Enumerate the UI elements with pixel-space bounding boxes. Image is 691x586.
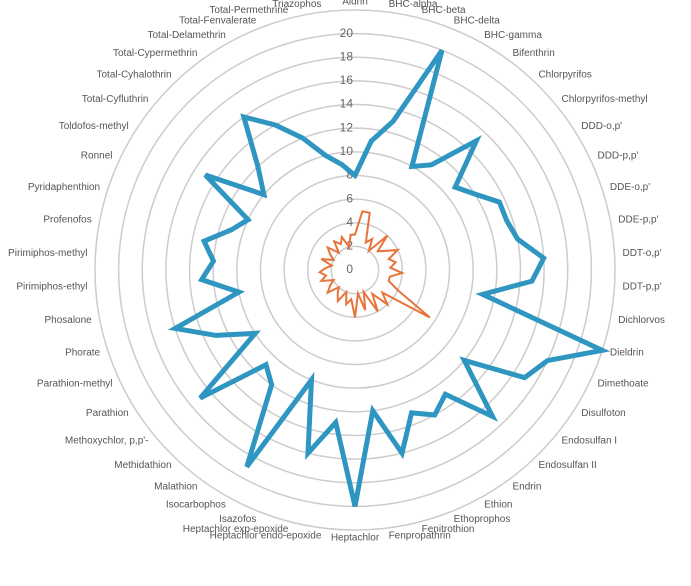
category-label: Pirimiphos-ethyl: [16, 281, 87, 292]
category-label: Heptachlor endo-epoxide: [210, 531, 322, 542]
y-tick-label: 10: [340, 144, 354, 158]
grid-ring: [283, 198, 427, 342]
grid-ring: [188, 103, 522, 437]
grid-ring: [141, 56, 569, 484]
category-label: Pyridaphenthion: [28, 182, 100, 193]
category-label: Aldrin: [342, 0, 368, 8]
category-label: Bifenthrin: [513, 48, 555, 59]
y-tick-label: 12: [340, 120, 354, 134]
grid-ring: [165, 80, 545, 460]
category-label: Phosalone: [44, 315, 92, 326]
category-label: Heptachlor: [331, 533, 380, 544]
category-label: DDT-o,p': [622, 248, 661, 259]
category-label: Malathion: [154, 481, 197, 492]
category-label: Fenitrothion: [422, 524, 475, 535]
y-tick-label: 0: [346, 262, 353, 276]
y-tick-label: 20: [340, 26, 354, 40]
category-label: Dichlorvos: [618, 315, 665, 326]
category-label: Methoxychlor, p,p'-: [65, 435, 149, 446]
category-label: Methidathion: [114, 460, 171, 471]
y-tick-label: 4: [346, 215, 353, 229]
category-label: Dimethoate: [597, 379, 649, 390]
y-tick-label: 8: [346, 168, 353, 182]
category-label: Profenofos: [43, 214, 91, 225]
category-label: Parathion: [86, 408, 129, 419]
category-label: BHC-delta: [454, 15, 501, 26]
category-label: Total-Cyfluthrin: [82, 94, 149, 105]
grid-ring: [259, 174, 451, 366]
category-label: BHC-gamma: [484, 30, 542, 41]
category-label: Total-Fenvalerate: [179, 15, 257, 26]
category-label: Isazofos: [219, 514, 256, 525]
category-label: Endosulfan I: [561, 435, 617, 446]
category-label: Chlorpyrifos-methyl: [561, 94, 647, 105]
category-label: DDT-p,p': [622, 281, 661, 292]
category-label: DDE-o,p': [610, 182, 650, 193]
category-label: Triazophos: [272, 0, 321, 10]
category-label: Total-Permethrine: [209, 5, 288, 16]
y-tick-label: 14: [340, 97, 354, 111]
category-label: DDD-o,p': [581, 121, 622, 132]
category-label: Total-Delamethrin: [148, 30, 226, 41]
grid-ring: [212, 127, 498, 413]
category-label: Isocarbophos: [166, 499, 226, 510]
category-label: Total-Cyhalothrin: [96, 69, 171, 80]
series-line: [167, 48, 611, 507]
category-label: Total-Cypermethrin: [113, 48, 197, 59]
y-tick-label: 16: [340, 73, 354, 87]
category-label: Parathion-methyl: [37, 379, 113, 390]
grid-ring: [236, 151, 474, 389]
category-label: Endosulfan II: [538, 460, 596, 471]
grid-ring: [330, 245, 380, 295]
category-label: Ethion: [484, 499, 512, 510]
category-label: Disulfoton: [581, 408, 625, 419]
category-label: Endrin: [513, 481, 542, 492]
y-tick-label: 6: [346, 191, 353, 205]
category-label: Dieldrin: [610, 347, 644, 358]
category-label: DDD-p,p': [597, 151, 638, 162]
category-label: BHC-beta: [422, 5, 466, 16]
category-label: Chlorpyrifos: [538, 69, 591, 80]
series-line: [317, 210, 431, 319]
category-label: BHC-alpha: [389, 0, 438, 10]
category-label: Phorate: [65, 347, 100, 358]
category-label: DDE-p,p': [618, 214, 658, 225]
y-tick-label: 18: [340, 49, 354, 63]
category-label: Pirimiphos-methyl: [8, 248, 87, 259]
category-label: Ethoprophos: [454, 514, 511, 525]
category-label: Heptachlor exp-epoxide: [183, 524, 289, 535]
plot-edge: [94, 9, 616, 531]
category-label: Toldofos-methyl: [59, 121, 129, 132]
category-label: Ronnel: [81, 151, 113, 162]
category-label: Fenpropathrin: [389, 531, 451, 542]
